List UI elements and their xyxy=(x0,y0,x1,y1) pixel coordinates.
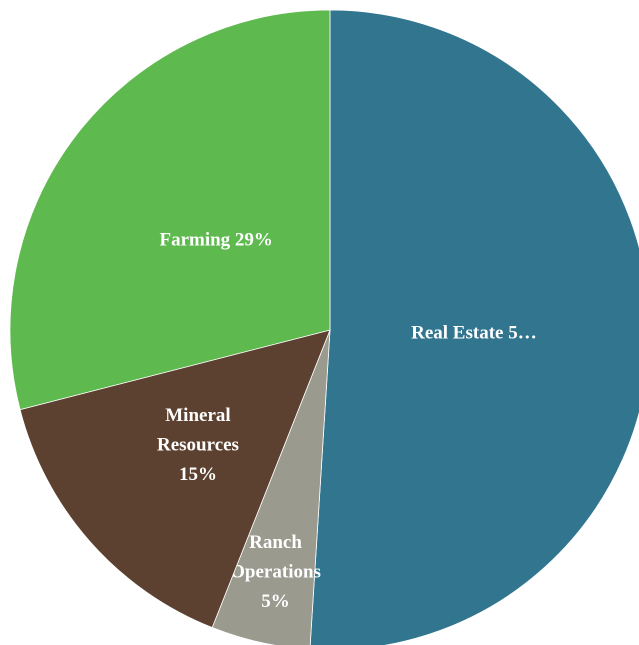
label-line: 15% xyxy=(179,464,217,485)
label-line: Mineral xyxy=(165,405,230,426)
pie-slice xyxy=(19,329,331,629)
label-line: 5% xyxy=(261,591,290,612)
label-line: Ranch xyxy=(249,532,302,553)
pie-slice xyxy=(9,9,331,411)
label-line: Farming 29% xyxy=(159,230,272,251)
label-line: Resources xyxy=(157,435,239,456)
label-line: Operations xyxy=(230,562,321,583)
slice-label: Ranch Operations 5% xyxy=(230,532,321,612)
pie-slice xyxy=(309,9,639,645)
slice-label: Farming 29% xyxy=(159,230,272,251)
label-line: Real Estate 5… xyxy=(411,323,537,344)
slice-label: Real Estate 5… xyxy=(411,323,537,344)
slice-label: Mineral Resources 15% xyxy=(157,405,239,485)
